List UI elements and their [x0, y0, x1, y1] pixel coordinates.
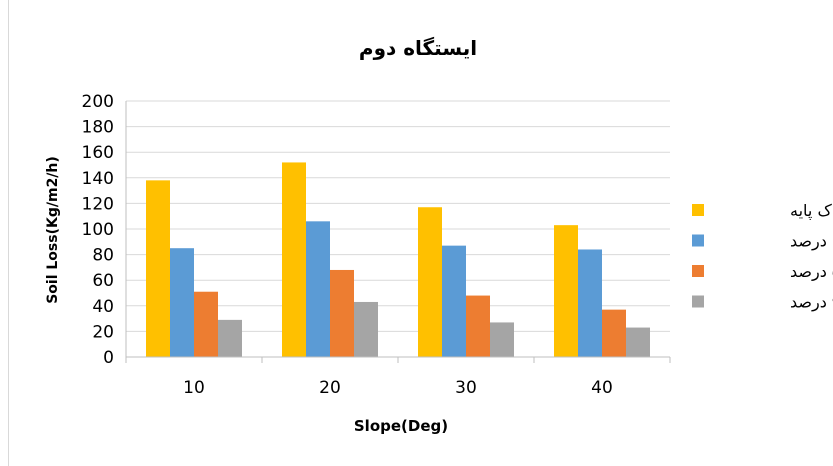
- legend: خاک پایه اوره ۱ درصد اوره ۵ درصد اوره ۹ درص…: [692, 201, 833, 313]
- x-tick-label: 30: [455, 378, 477, 398]
- y-tick-label: 120: [82, 194, 114, 214]
- legend-swatch: [692, 295, 704, 308]
- bar: [330, 269, 354, 357]
- bar: [306, 221, 330, 357]
- y-tick-label: 60: [92, 271, 114, 291]
- chart-title: ایستگاه دوم: [359, 36, 477, 60]
- bar: [194, 291, 218, 357]
- bar: [554, 225, 578, 357]
- legend-label: اوره ۵ درصد: [790, 262, 833, 282]
- bar: [146, 180, 170, 357]
- legend-swatch: [692, 265, 704, 277]
- y-tick-label: 180: [82, 118, 114, 138]
- y-axis-title: Soil Loss(Kg/m2/h): [45, 156, 61, 304]
- legend-label: اوره ۱ درصد: [790, 232, 833, 252]
- y-tick-labels: 0 20 40 60 80 100 120 140 160 180 200: [82, 92, 114, 368]
- bar: [466, 295, 490, 357]
- bar: [578, 249, 602, 357]
- legend-swatch: [692, 204, 704, 216]
- bar: [490, 322, 514, 357]
- x-tick-label: 10: [183, 378, 205, 398]
- x-tick-label: 40: [591, 378, 613, 398]
- axes: [125, 101, 671, 363]
- x-tick-labels: 10 20 30 40: [183, 378, 613, 398]
- legend-swatch: [692, 234, 704, 247]
- y-tick-label: 100: [82, 220, 114, 240]
- bar: [626, 327, 650, 357]
- chart-frame-edge: [8, 0, 9, 466]
- legend-item: اوره ۱ درصد: [692, 232, 833, 252]
- legend-item: اوره ۵ درصد: [692, 262, 833, 282]
- y-tick-label: 200: [82, 92, 114, 112]
- bar: [442, 245, 466, 357]
- legend-item: خاک پایه: [692, 201, 833, 221]
- y-tick-label: 0: [103, 348, 114, 368]
- bars: [146, 162, 650, 357]
- bar: [602, 309, 626, 357]
- y-tick-label: 20: [92, 322, 114, 342]
- legend-label: خاک پایه: [790, 201, 833, 221]
- bar: [418, 207, 442, 357]
- y-tick-label: 80: [92, 246, 114, 266]
- x-axis-title: Slope(Deg): [354, 417, 448, 435]
- legend-label: اوره ۹ درصد: [790, 293, 833, 313]
- bar: [282, 162, 306, 357]
- bar: [354, 301, 378, 357]
- bar: [170, 248, 194, 357]
- y-tick-label: 140: [82, 169, 114, 189]
- y-tick-label: 40: [92, 297, 114, 317]
- y-tick-label: 160: [82, 143, 114, 163]
- x-tick-label: 20: [319, 378, 341, 398]
- legend-item: اوره ۹ درصد: [692, 293, 833, 313]
- bar: [218, 319, 242, 357]
